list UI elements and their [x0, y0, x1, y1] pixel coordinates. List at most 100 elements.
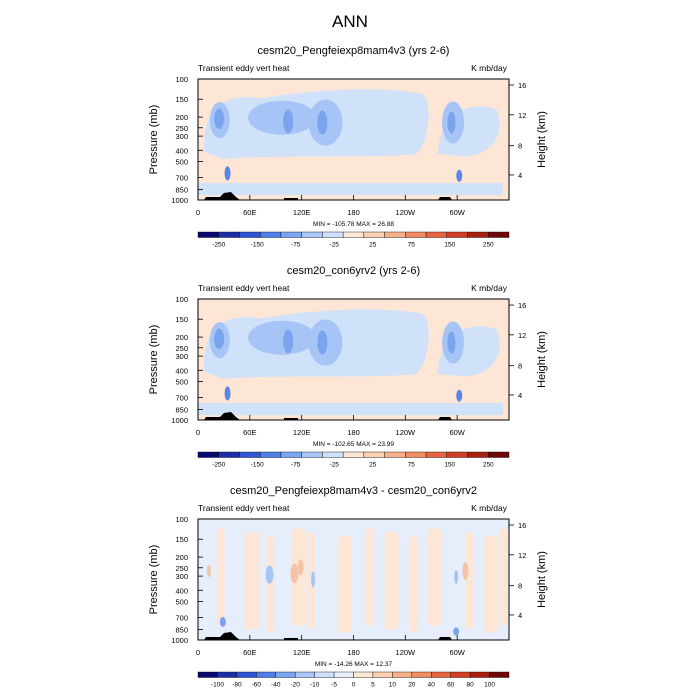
- colorbar-box: [488, 451, 510, 458]
- panel-units-label: K mb/day: [471, 503, 508, 513]
- colorbar-box: [275, 671, 296, 678]
- colorbar-box: [372, 671, 393, 678]
- y-axis-right-title: Height (km): [536, 551, 548, 608]
- colorbar-box: [322, 451, 344, 458]
- colorbar-box: [197, 231, 219, 238]
- pressure-tick-label: 700: [175, 613, 188, 622]
- pressure-tick-label: 300: [175, 572, 188, 581]
- field-contour-negative: [247, 100, 316, 135]
- colorbar-box: [363, 231, 385, 238]
- field-contour-positive: [384, 532, 399, 630]
- topography-andes: [438, 197, 452, 200]
- panel-title: cesm20_Pengfeiexp8mam4v3 - cesm20_con6yr…: [230, 485, 477, 497]
- pressure-tick-label: 300: [175, 352, 188, 361]
- figure-title: ANN: [332, 12, 368, 31]
- colorbar-box: [425, 231, 448, 238]
- colorbar-label: 75: [408, 242, 416, 249]
- colorbar-label: 0: [352, 682, 356, 689]
- colorbar-box: [342, 451, 365, 458]
- height-tick-label: 16: [518, 301, 526, 310]
- topography-ridge: [284, 638, 298, 640]
- field-contour-positive-core: [290, 563, 299, 584]
- colorbar-label: 250: [483, 242, 494, 249]
- colorbar-box: [425, 451, 448, 458]
- colorbar-label: 80: [467, 682, 475, 689]
- min-max-stats: MIN = -105.78 MAX = 26.88: [313, 221, 394, 228]
- colorbar-box: [446, 231, 468, 238]
- colorbar-label: 25: [369, 462, 377, 469]
- pressure-tick-label: 850: [175, 185, 188, 194]
- colorbar-label: 60: [447, 682, 455, 689]
- colorbar-box: [218, 231, 240, 238]
- height-tick-label: 8: [518, 362, 522, 371]
- colorbar-label: 250: [483, 462, 494, 469]
- pressure-tick-label: 250: [175, 124, 188, 133]
- colorbar-label: -40: [271, 682, 281, 689]
- pressure-tick-label: 500: [175, 377, 188, 386]
- panel-left-label: Transient eddy vert heat: [198, 283, 290, 293]
- panel-left-label: Transient eddy vert heat: [198, 63, 290, 73]
- colorbar-box: [256, 671, 276, 678]
- colorbar-box: [280, 451, 302, 458]
- panel-title: cesm20_Pengfeiexp8mam4v3 (yrs 2-6): [258, 45, 450, 57]
- topography-asia: [204, 632, 240, 640]
- colorbar-box: [431, 671, 451, 678]
- colorbar-label: 150: [444, 242, 455, 249]
- colorbar-label: 10: [389, 682, 397, 689]
- topography-andes: [438, 637, 452, 640]
- longitude-tick-label: 180: [347, 208, 360, 217]
- colorbar-box: [239, 451, 261, 458]
- colorbar-box: [405, 451, 427, 458]
- pressure-tick-label: 500: [175, 157, 188, 166]
- height-tick-label: 16: [518, 81, 526, 90]
- min-max-stats: MIN = -14.26 MAX = 12.37: [315, 661, 393, 668]
- colorbar-label: -20: [290, 682, 300, 689]
- colorbar-label: -150: [251, 242, 264, 249]
- field-contour-strong-negative: [283, 109, 294, 134]
- panel-left-label: Transient eddy vert heat: [198, 503, 290, 513]
- longitude-tick-label: 60E: [243, 428, 256, 437]
- field-contour-positive: [499, 528, 508, 626]
- field-contour-positive: [266, 535, 275, 633]
- pressure-tick-label: 250: [175, 344, 188, 353]
- pressure-tick-label: 400: [175, 146, 188, 155]
- pressure-tick-label: 1000: [171, 196, 188, 205]
- longitude-tick-label: 120W: [396, 428, 417, 437]
- colorbar-label: -10: [310, 682, 320, 689]
- colorbar-label: -25: [330, 462, 340, 469]
- pressure-tick-label: 700: [175, 393, 188, 402]
- colorbar-box: [411, 671, 432, 678]
- panel-units-label: K mb/day: [471, 283, 508, 293]
- field-contour-positive-core: [297, 559, 304, 576]
- pressure-tick-label: 850: [175, 625, 188, 634]
- longitude-tick-label: 120E: [293, 208, 311, 217]
- pressure-tick-label: 400: [175, 586, 188, 595]
- colorbar-box: [314, 671, 335, 678]
- pressure-tick-label: 100: [175, 75, 188, 84]
- field-contour-positive: [484, 535, 499, 633]
- field-contour-strong-negative: [447, 331, 456, 354]
- field-contour-surface-negative: [456, 169, 463, 182]
- field-contour-negative: [453, 627, 460, 636]
- y-axis-title: Pressure (mb): [148, 545, 160, 615]
- colorbar-box: [392, 671, 413, 678]
- colorbar-box: [489, 671, 510, 678]
- y-axis-title: Pressure (mb): [148, 325, 160, 395]
- longitude-tick-label: 0: [196, 208, 200, 217]
- colorbar-box: [469, 671, 490, 678]
- longitude-tick-label: 60W: [449, 428, 465, 437]
- colorbar-box: [363, 451, 385, 458]
- pressure-tick-label: 400: [175, 366, 188, 375]
- colorbar-box: [294, 671, 315, 678]
- colorbar-box: [342, 231, 365, 238]
- pressure-tick-label: 300: [175, 132, 188, 141]
- height-tick-label: 4: [518, 171, 522, 180]
- pressure-tick-label: 850: [175, 405, 188, 414]
- colorbar-box: [236, 671, 257, 678]
- pressure-tick-label: 500: [175, 597, 188, 606]
- topography-andes: [438, 417, 452, 420]
- y-axis-title: Pressure (mb): [148, 105, 160, 175]
- y-axis-right-title: Height (km): [536, 111, 548, 168]
- colorbar-box: [488, 231, 510, 238]
- colorbar-box: [197, 671, 218, 678]
